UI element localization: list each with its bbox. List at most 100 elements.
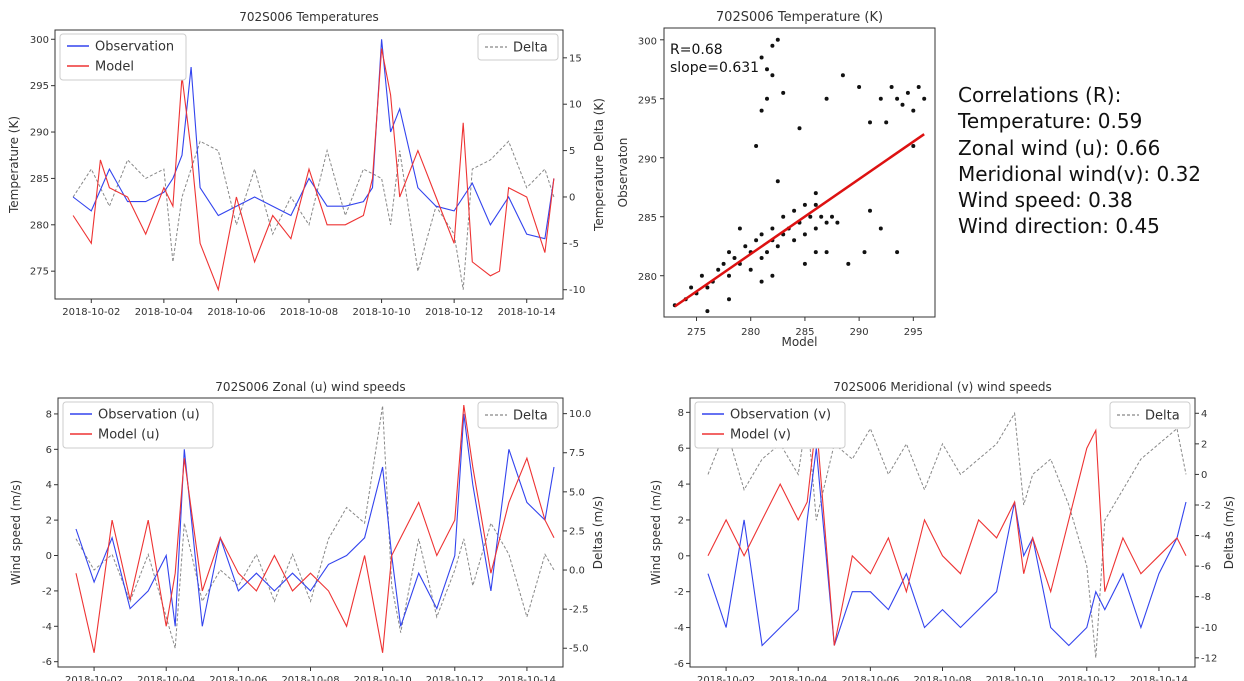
scatter-point	[689, 285, 694, 290]
x-tick-label: 285	[795, 327, 814, 338]
scatter-point	[765, 250, 769, 255]
scatter-point	[727, 297, 731, 302]
y2-tick-label: -4	[1201, 531, 1211, 542]
legend-left: Observation (v) Model (v)	[694, 401, 846, 449]
x-tick-label: 290	[850, 327, 869, 338]
correlation-wind-speed: Wind speed: 0.38	[958, 188, 1133, 212]
series-line-model	[72, 48, 555, 292]
scatter-point	[721, 261, 726, 266]
series-line-delta	[75, 405, 555, 649]
scatter-point	[770, 43, 775, 48]
y2-tick-label: -6	[1201, 562, 1211, 573]
scatter-point	[705, 285, 710, 290]
x-tick-label: 2018-10-14	[498, 675, 556, 681]
x-tick-label: 2018-10-02	[62, 307, 120, 318]
scatter-point	[824, 96, 829, 101]
scatter-point	[824, 250, 829, 255]
y2-tick-label: -10	[1201, 623, 1217, 634]
y-tick-label: -2	[674, 587, 684, 598]
x-tick-label: 2018-10-02	[65, 675, 123, 681]
scatter-point	[759, 256, 764, 260]
scatter-point	[775, 244, 780, 249]
x-tick-label: 2018-10-12	[1058, 675, 1116, 681]
correlation-meridional-wind: Meridional wind(v): 0.32	[958, 162, 1201, 186]
y2-tick-label: 10	[569, 100, 582, 111]
y-tick-label: 0	[678, 551, 684, 562]
scatter-point	[759, 108, 764, 113]
y-tick-label: 285	[638, 213, 657, 224]
y-tick-label: 6	[678, 444, 684, 455]
legend-frame	[1109, 401, 1191, 429]
y2-tick-label: 5	[569, 146, 575, 157]
zonal-wind-chart: 702S006 Zonal (u) wind speeds 2018-10-02 2…	[9, 380, 605, 681]
correlations-block: Correlations (R): Temperature: 0.59 Zona…	[957, 83, 1201, 238]
x-tick-label: 2018-10-10	[986, 675, 1044, 681]
scatter-point	[802, 202, 807, 207]
scatter-point	[727, 273, 731, 278]
y-axis-title: Wind speed (m/s)	[9, 480, 23, 585]
legend-label: Model	[95, 60, 134, 75]
y2-tick-label: 5.0	[569, 487, 585, 498]
scatter-point	[732, 256, 737, 260]
fit-line	[674, 133, 925, 308]
legend-label: Delta	[513, 41, 548, 56]
y-tick-label: 2	[678, 515, 684, 526]
chart-title: 702S006 Zonal (u) wind speeds	[215, 380, 405, 394]
slope-annotation: slope=0.631	[670, 60, 759, 76]
legend-frame	[62, 401, 214, 449]
x-tick-label: 2018-10-08	[280, 307, 338, 318]
y2-tick-label: 15	[569, 53, 582, 64]
y-tick-label: 295	[638, 95, 657, 106]
y-tick-label: 2	[46, 516, 52, 527]
scatter-point	[765, 67, 769, 72]
scatter-point	[754, 238, 759, 243]
y2-tick-label: -8	[1201, 592, 1211, 603]
correlation-wind-direction: Wind direction: 0.45	[958, 214, 1160, 238]
scatter-point	[705, 309, 710, 314]
legend-right: Delta	[1109, 401, 1191, 429]
scatter-point	[770, 226, 775, 231]
legend-label: Delta	[513, 409, 548, 424]
x-tick-label: 2018-10-04	[769, 675, 827, 681]
scatter-point	[775, 37, 780, 42]
y-tick-label: 290	[638, 154, 657, 165]
y2-tick-label: 10.0	[569, 409, 591, 420]
x-tick-label: 2018-10-12	[425, 307, 483, 318]
y2-axis-title: Deltas (m/s)	[1222, 496, 1236, 569]
r-annotation: R=0.68	[670, 42, 723, 58]
y2-tick-label: -5	[569, 239, 579, 250]
scatter-point	[878, 96, 883, 101]
x-tick-label: 2018-10-04	[135, 307, 193, 318]
x-tick-label: 2018-10-12	[426, 675, 484, 681]
y-tick-label: -6	[674, 659, 684, 670]
scatter-point	[813, 191, 818, 196]
legend-left: Observation (u) Model (u)	[62, 401, 214, 449]
legend-label: Model (u)	[98, 428, 160, 443]
scatter-point	[857, 85, 862, 89]
scatter-point	[792, 208, 797, 213]
scatter-point	[900, 102, 905, 107]
scatter-point	[770, 73, 775, 78]
y2-tick-label: -2.5	[569, 605, 589, 616]
y2-tick-label: -5.0	[569, 644, 589, 655]
x-tick-label: 2018-10-06	[841, 675, 899, 681]
legend-label: Observation (u)	[98, 408, 200, 423]
y-tick-label: -6	[42, 657, 52, 668]
y-tick-label: 300	[638, 36, 657, 47]
y-tick-label: 8	[678, 408, 684, 419]
y-tick-label: 295	[30, 81, 49, 92]
scatter-point	[813, 250, 818, 255]
scatter-point	[781, 90, 786, 95]
y2-tick-label: 7.5	[569, 448, 585, 459]
y-tick-label: 8	[46, 409, 52, 420]
y-axis-title: Wind speed (m/s)	[649, 480, 663, 585]
scatter-point	[781, 214, 786, 219]
legend-frame	[477, 401, 559, 429]
x-tick-label: 2018-10-10	[354, 675, 412, 681]
legend-label: Model (v)	[730, 428, 791, 443]
x-tick-label: 2018-10-06	[207, 307, 265, 318]
legend-frame	[59, 33, 187, 81]
scatter-point	[835, 220, 840, 225]
scatter-point	[878, 226, 883, 231]
